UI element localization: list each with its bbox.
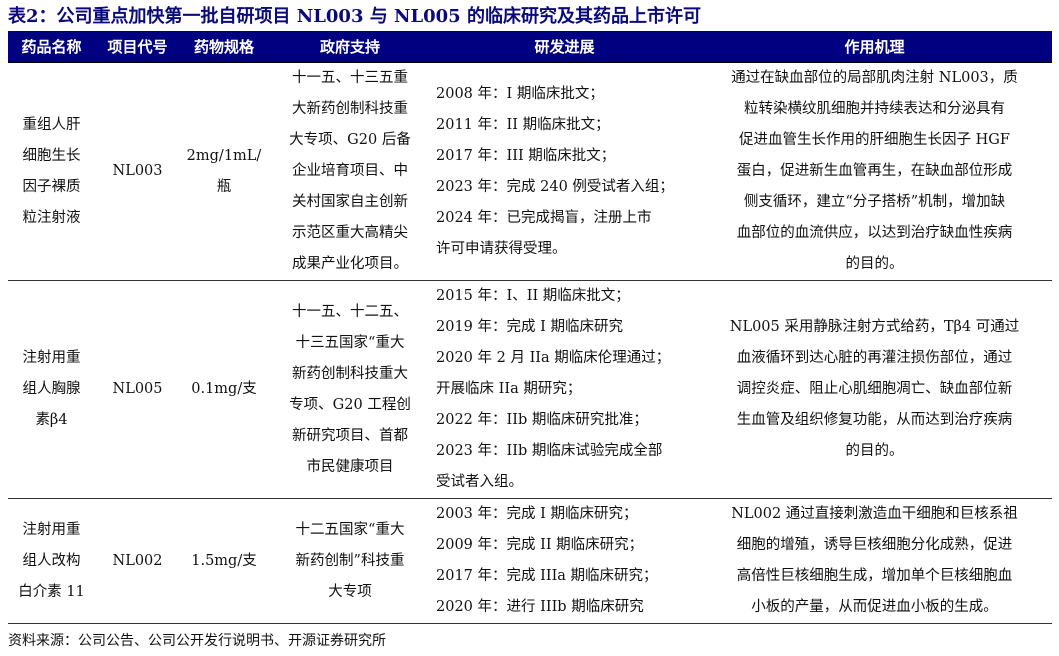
cell-line: 侧支循环，建立“分子搭桥”机制，增加缺 bbox=[743, 194, 1006, 210]
cell-line: 2011 年：II 期临床批文； bbox=[436, 116, 610, 133]
cell-line: 粒转染横纹肌细胞并持续表达和分泌具有 bbox=[744, 101, 1005, 117]
drug-name-cell: 重组人肝细胞生长因子裸质粒注射液 bbox=[8, 62, 95, 281]
cell-line: 高倍性巨核细胞生成，增加单个巨核细胞血 bbox=[736, 568, 1013, 584]
cell-line: 成果产业化项目。 bbox=[292, 256, 408, 272]
cell-line: 新研究项目、首都 bbox=[292, 427, 408, 444]
mechanism-cell: NL005 采用静脉注射方式给药，Tβ4 可通过 血液循环到达心脏的再灌注损伤部位… bbox=[697, 280, 1052, 499]
cell-line: NL002 通过直接刺激造血干细胞和巨核系祖 bbox=[731, 506, 1018, 522]
cell-line: 细胞生长 bbox=[22, 147, 81, 164]
project-code-cell: NL002 bbox=[95, 498, 180, 624]
drug-table: 药品名称 项目代号 药物规格 政府支持 研发进展 作用机理 重组人肝细胞生长因子… bbox=[8, 31, 1052, 624]
cell-line: 2003 年：完成 I 期临床研究； bbox=[436, 506, 638, 522]
cell-line: 企业培育项目、中 bbox=[292, 163, 408, 179]
cell-line: 2023 年：IIb 期临床试验完成全部 bbox=[436, 443, 663, 459]
cell-line: 2020 年 2 月 IIa 期临床伦理通过； bbox=[436, 350, 671, 366]
header-drug-name: 药品名称 bbox=[8, 31, 95, 63]
cell-line: 大专项 bbox=[328, 583, 372, 600]
header-gov-support: 政府支持 bbox=[268, 31, 432, 63]
spec-cell: 2mg/1mL/瓶 bbox=[180, 62, 268, 281]
header-row: 药品名称 项目代号 药物规格 政府支持 研发进展 作用机理 bbox=[8, 31, 1052, 63]
cell-line: 市民健康项目 bbox=[306, 458, 394, 475]
drug-name-cell: 注射用重组人胸腺素β4 bbox=[8, 280, 95, 499]
project-code-cell: NL003 bbox=[95, 62, 180, 281]
header-progress: 研发进展 bbox=[432, 31, 697, 63]
cell-line: 2020 年：进行 IIIb 期临床研究 bbox=[436, 599, 644, 615]
cell-line: 2023 年：完成 240 例受试者入组； bbox=[436, 178, 674, 195]
cell-line: 重组人肝 bbox=[22, 116, 81, 133]
cell-line: 血部位的血流供应，以达到治疗缺血性疾病 bbox=[736, 225, 1013, 241]
cell-line: 2017 年：III 期临床批文； bbox=[436, 147, 616, 164]
header-project-code: 项目代号 bbox=[95, 31, 180, 63]
cell-line: 十三五国家“重大 bbox=[295, 334, 405, 351]
cell-line: 开展临床 IIa 期研究； bbox=[436, 381, 582, 397]
cell-line: 注射用重 bbox=[22, 521, 81, 538]
cell-line: 新药创制”科技重 bbox=[295, 552, 405, 569]
cell-line: 因子裸质 bbox=[22, 178, 81, 195]
cell-line: 许可申请获得受理。 bbox=[436, 240, 567, 257]
cell-line: 促进血管生长作用的肝细胞生长因子 HGF bbox=[739, 132, 1010, 148]
cell-line: 组人胸腺 bbox=[22, 381, 81, 397]
cell-line: 的目的。 bbox=[845, 443, 904, 459]
cell-line: 调控炎症、阻止心肌细胞凋亡、缺血部位新 bbox=[736, 381, 1013, 397]
progress-cell: 2015 年：I、II 期临床批文； 2019 年：完成 I 期临床研究 2020 … bbox=[432, 280, 697, 499]
cell-line: 素β4 bbox=[35, 412, 68, 428]
drug-name-cell: 注射用重组人改构白介素 11 bbox=[8, 498, 95, 624]
cell-line: 大新药创制科技重 bbox=[292, 101, 408, 117]
cell-line: 瓶 bbox=[216, 178, 232, 195]
mechanism-cell: 通过在缺血部位的局部肌肉注射 NL003，质 粒转染横纹肌细胞并持续表达和分泌具有… bbox=[697, 62, 1052, 281]
cell-line: 2008 年：I 期临床批文； bbox=[436, 85, 604, 102]
cell-line: 注射用重 bbox=[22, 350, 81, 366]
header-spec: 药物规格 bbox=[180, 31, 268, 63]
cell-line: 大专项、G20 后备 bbox=[289, 132, 411, 148]
cell-line: NL005 采用静脉注射方式给药，Tβ4 可通过 bbox=[729, 319, 1020, 335]
table-row: 注射用重 组人改构 白介素 11 NL002 1.5mg/支 十二五国家“重大 新药创制”科… bbox=[8, 498, 1052, 624]
cell-line: 2022 年：IIb 期临床研究批准； bbox=[436, 412, 648, 428]
source-note: 资料来源：公司公告、公司公开发行说明书、开源证券研究所 bbox=[8, 633, 386, 649]
gov-support-cell: 十一五、十三五重 大新药创制科技重 大专项、G20 后备 企业培育项目、中 关村国家自主… bbox=[268, 62, 432, 281]
cell-line: 2mg/1mL/ bbox=[186, 147, 262, 164]
table-row: 重组人肝 细胞生长 因子裸质 粒注射液 NL003 2mg/1mL/瓶十一五、十三五重 大新… bbox=[8, 62, 1052, 281]
header-mechanism: 作用机理 bbox=[697, 31, 1052, 63]
cell-line: 十一五、十二五、 bbox=[292, 303, 408, 320]
cell-line: 小板的产量，从而促进血小板的生成。 bbox=[751, 599, 998, 615]
gov-support-cell: 十二五国家“重大 新药创制”科技重 大专项 bbox=[268, 498, 432, 624]
cell-line: 组人改构 bbox=[22, 552, 81, 569]
progress-cell: 2003 年：完成 I 期临床研究； 2009 年：完成 II 期临床研究； 201… bbox=[432, 498, 697, 624]
cell-line: 关村国家自主创新 bbox=[292, 194, 408, 210]
spec-cell: 0.1mg/支 bbox=[180, 280, 268, 499]
cell-line: 通过在缺血部位的局部肌肉注射 NL003，质 bbox=[731, 70, 1018, 86]
cell-line: 蛋白，促进新生血管再生，在缺血部位形成 bbox=[736, 163, 1013, 179]
cell-line: 新药创制科技重大 bbox=[292, 365, 408, 382]
project-code-cell: NL005 bbox=[95, 280, 180, 499]
cell-line: 0.1mg/支 bbox=[191, 381, 257, 397]
cell-line: 2017 年：完成 IIIa 期临床研究； bbox=[436, 568, 658, 584]
cell-line: 的目的。 bbox=[845, 256, 904, 272]
cell-line: 2015 年：I、II 期临床批文； bbox=[436, 288, 630, 304]
cell-line: 十一五、十三五重 bbox=[292, 70, 408, 86]
progress-cell: 2008 年：I 期临床批文； 2011 年：II 期临床批文； 2017 年：II… bbox=[432, 62, 697, 281]
cell-line: 2019 年：完成 I 期临床研究 bbox=[436, 319, 623, 335]
cell-line: 受试者入组。 bbox=[436, 474, 523, 490]
gov-support-cell: 十一五、十二五、 十三五国家“重大 新药创制科技重大 专项、G20 工程创 新研究项目、… bbox=[268, 280, 432, 499]
cell-line: 示范区重大高精尖 bbox=[292, 225, 408, 241]
cell-line: 专项、G20 工程创 bbox=[289, 396, 411, 413]
cell-line: 白介素 11 bbox=[18, 583, 85, 600]
cell-line: 2024 年：已完成揭盲，注册上市 bbox=[436, 209, 652, 226]
cell-line: 生血管及组织修复功能，从而达到治疗疾病 bbox=[736, 412, 1013, 428]
cell-line: 1.5mg/支 bbox=[191, 552, 257, 569]
table-row: 注射用重 组人胸腺 素β4 NL005 0.1mg/支 十一五、十二五、 十三五国家“重大新… bbox=[8, 280, 1052, 499]
table-title: 表2：公司重点加快第一批自研项目 NL003 与 NL005 的临床研究及其药品… bbox=[8, 6, 701, 27]
cell-line: 2009 年：完成 II 期临床研究； bbox=[436, 537, 644, 553]
cell-line: 细胞的增殖，诱导巨核细胞分化成熟，促进 bbox=[736, 537, 1013, 553]
cell-line: 血液循环到达心脏的再灌注损伤部位，通过 bbox=[736, 350, 1013, 366]
cell-line: 粒注射液 bbox=[22, 209, 81, 226]
mechanism-cell: NL002 通过直接刺激造血干细胞和巨核系祖 细胞的增殖，诱导巨核细胞分化成熟，促… bbox=[697, 498, 1052, 624]
spec-cell: 1.5mg/支 bbox=[180, 498, 268, 624]
cell-line: 十二五国家“重大 bbox=[295, 521, 405, 538]
